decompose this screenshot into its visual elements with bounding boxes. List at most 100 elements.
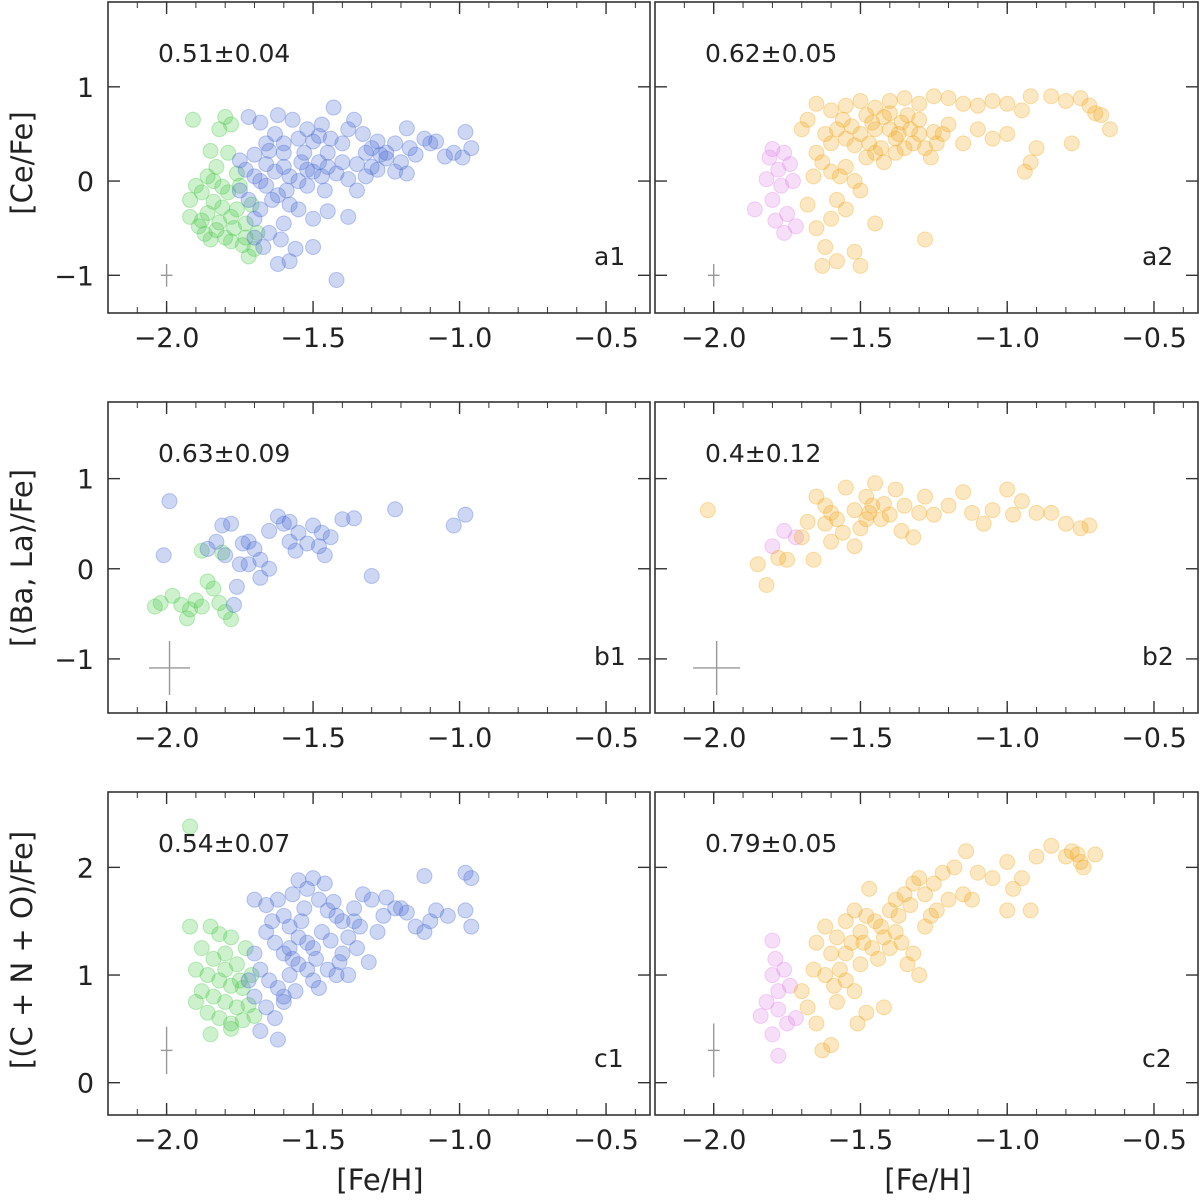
blue-point xyxy=(269,979,286,996)
orange-point xyxy=(940,90,957,107)
blue-point xyxy=(313,524,330,541)
orange-point xyxy=(881,902,898,919)
orange-point xyxy=(808,934,825,951)
orange-point xyxy=(823,1037,840,1054)
orange-point xyxy=(834,524,851,541)
orange-point xyxy=(969,864,986,881)
orange-point xyxy=(917,140,934,157)
orange-point xyxy=(805,551,822,568)
blue-point xyxy=(319,144,336,161)
blue-point xyxy=(392,154,409,171)
blue-point xyxy=(357,144,374,161)
orange-point xyxy=(911,111,928,128)
blue-point xyxy=(290,201,307,218)
blue-point xyxy=(293,913,310,930)
magenta-point xyxy=(764,967,781,984)
green-point xyxy=(205,950,222,967)
green-point xyxy=(184,111,201,128)
blue-point xyxy=(261,560,278,577)
blue-point xyxy=(416,923,433,940)
blue-point xyxy=(319,203,336,220)
orange-point xyxy=(1016,163,1033,180)
orange-point xyxy=(758,576,775,593)
blue-point xyxy=(284,950,301,967)
x-tick-label: −1.5 xyxy=(280,323,346,354)
magenta-point xyxy=(767,950,784,967)
orange-point xyxy=(849,1015,866,1032)
blue-point xyxy=(281,533,298,550)
orange-point xyxy=(940,497,957,514)
orange-point xyxy=(858,149,875,166)
orange-point xyxy=(999,481,1016,498)
blue-point xyxy=(272,231,289,248)
panel-frame xyxy=(654,791,1199,1116)
blue-point xyxy=(258,897,275,914)
green-point xyxy=(217,108,234,125)
blue-point xyxy=(463,870,480,887)
green-point xyxy=(243,967,260,984)
orange-point xyxy=(1013,870,1030,887)
orange-point xyxy=(799,196,816,213)
blue-point xyxy=(378,144,395,161)
green-point xyxy=(246,240,263,257)
green-point xyxy=(211,1010,228,1027)
green-point xyxy=(223,1015,240,1032)
blue-point xyxy=(231,556,248,573)
orange-point xyxy=(1043,88,1060,105)
orange-point xyxy=(817,967,834,984)
blue-point xyxy=(316,547,333,564)
orange-point xyxy=(861,504,878,521)
orange-point xyxy=(867,121,884,138)
orange-point xyxy=(867,913,884,930)
orange-point xyxy=(834,111,851,128)
green-point xyxy=(193,940,210,957)
green-point xyxy=(240,997,257,1014)
orange-point xyxy=(770,549,787,566)
magenta-point xyxy=(782,156,799,173)
blue-point xyxy=(281,940,298,957)
orange-point xyxy=(902,121,919,138)
orange-point xyxy=(855,934,872,951)
blue-point xyxy=(354,886,371,903)
x-tick-label: −0.5 xyxy=(1121,1125,1187,1156)
panel-b1: −2.0 −1.5 −1.0 −0.5 −1 0 1 0.63±0.09 b1 xyxy=(54,401,651,754)
orange-point xyxy=(922,149,939,166)
blue-point xyxy=(275,907,292,924)
magenta-point xyxy=(784,173,801,190)
blue-point xyxy=(261,522,278,539)
orange-point xyxy=(799,513,816,530)
blue-point xyxy=(161,493,178,510)
blue-point xyxy=(252,114,269,131)
blue-point xyxy=(334,154,351,171)
green-point xyxy=(182,191,199,208)
orange-point xyxy=(817,239,834,256)
orange-point xyxy=(817,497,834,514)
y-tick-label: 0 xyxy=(77,167,94,198)
orange-point xyxy=(984,870,1001,887)
orange-point xyxy=(799,111,816,128)
blue-point xyxy=(284,111,301,128)
blue-point xyxy=(454,149,471,166)
orange-point xyxy=(873,918,890,935)
blue-point xyxy=(305,239,322,256)
orange-point xyxy=(911,95,928,112)
blue-point xyxy=(296,900,313,917)
magenta-point xyxy=(779,1015,796,1032)
blue-point xyxy=(299,934,316,951)
blue-point xyxy=(349,940,366,957)
orange-point xyxy=(837,913,854,930)
blue-point xyxy=(445,517,462,534)
blue-point xyxy=(305,940,322,957)
blue-point xyxy=(310,127,327,144)
orange-point xyxy=(828,253,845,270)
magenta-point xyxy=(746,201,763,218)
orange-point xyxy=(899,956,916,973)
orange-point xyxy=(793,529,810,546)
orange-point xyxy=(946,859,963,876)
correlation-annotation: 0.4±0.12 xyxy=(705,439,821,468)
blue-point xyxy=(296,144,313,161)
green-point xyxy=(223,233,240,250)
blue-point xyxy=(275,988,292,1005)
orange-point xyxy=(893,934,910,951)
orange-point xyxy=(881,940,898,957)
